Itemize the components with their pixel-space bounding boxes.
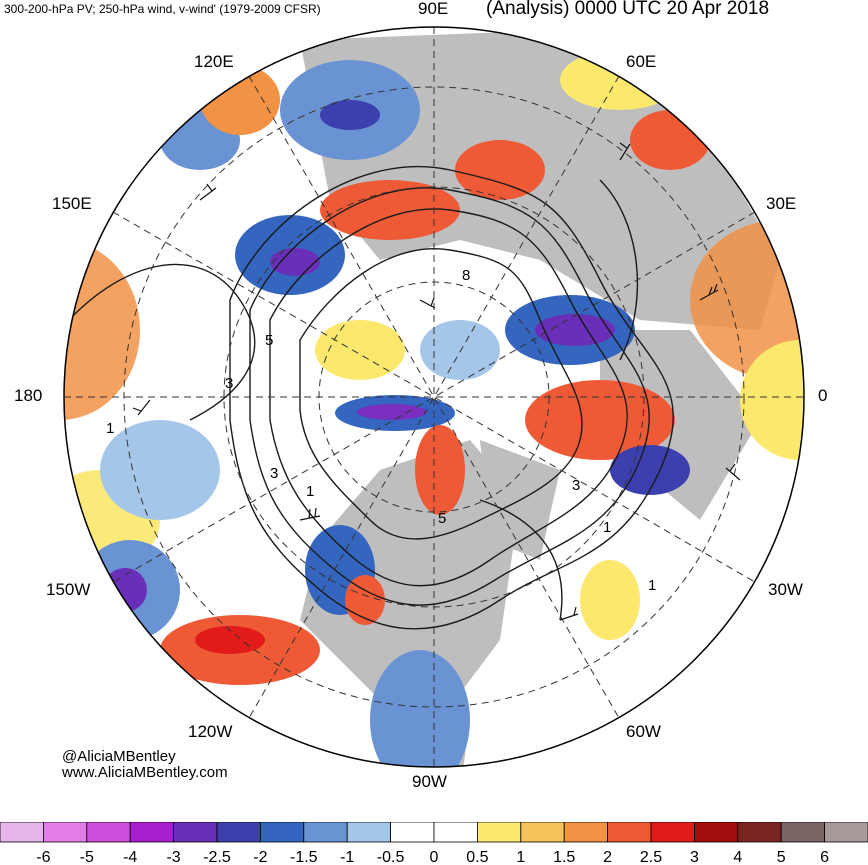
lon-label-120w: 120W — [188, 722, 233, 741]
colorbar-swatch — [43, 822, 88, 843]
colorbar-tick-label: -2.5 — [203, 849, 231, 865]
lon-label-60w: 60W — [626, 722, 661, 741]
contour-label: 1 — [648, 577, 656, 594]
contour-label: 1 — [306, 483, 314, 500]
colorbar-swatch — [476, 822, 522, 843]
colorbar-tick-label: 2.5 — [640, 849, 662, 865]
lon-label-150e: 150E — [52, 194, 92, 213]
colorbar-swatch — [216, 822, 261, 843]
colorbar-swatch — [0, 822, 44, 843]
colorbar-swatch — [86, 822, 131, 843]
colorbar-tick-label: 4 — [733, 849, 742, 865]
author-handle: @AliciaMBentley — [62, 748, 176, 765]
contour-label: 8 — [462, 267, 470, 284]
figure-subtitle: 300-200-hPa PV; 250-hPa wind, v-wind' (1… — [4, 2, 321, 16]
contour-label: 5 — [438, 510, 446, 527]
polar-stereographic-map: 5 3 1 8 3 5 1 1 3 1 — [63, 26, 805, 768]
contour-label: 1 — [603, 519, 611, 536]
colorbar-tick-label: -0.5 — [377, 849, 405, 865]
lon-label-60e: 60E — [626, 52, 657, 71]
colorbar-tick-label: -3 — [166, 849, 180, 865]
lon-label-150w: 150W — [46, 580, 91, 599]
contour-label: 5 — [265, 332, 273, 349]
colorbar-tick-label: -6 — [36, 849, 50, 865]
contour-label: 3 — [225, 375, 233, 392]
contour-label: 3 — [572, 477, 580, 494]
colorbar-tick-label: 1.5 — [553, 849, 575, 865]
colorbar-tick-label: 3 — [690, 849, 699, 865]
colorbar-tick-label: 1 — [516, 849, 525, 865]
colorbar-swatch — [173, 822, 218, 843]
colorbar: -6 -5 -4 -3 -2.5 -2 -1.5 -1 -0.5 0 0.5 1 1.5 2 2.5 3 4 5 6 — [0, 822, 868, 865]
author-website: www.AliciaMBentley.com — [62, 764, 228, 781]
contour-label: 3 — [270, 465, 278, 482]
colorbar-tick-label: -1 — [340, 849, 354, 865]
contour-label: 1 — [106, 420, 114, 437]
lon-label-30w: 30W — [768, 580, 803, 599]
colorbar-swatch — [129, 822, 174, 843]
colorbar-swatch — [390, 822, 435, 843]
colorbar-swatch — [824, 822, 868, 843]
lon-label-90e: 90E — [418, 0, 449, 18]
colorbar-tick-label: 0.5 — [466, 849, 488, 865]
colorbar-tick-label: 6 — [820, 849, 829, 865]
colorbar-tick-label: 5 — [777, 849, 786, 865]
colorbar-swatch — [346, 822, 392, 843]
colorbar-swatch — [650, 822, 695, 843]
lon-label-0: 0 — [818, 386, 828, 405]
lon-label-180: 180 — [14, 386, 43, 405]
colorbar-tick-label: -1.5 — [290, 849, 318, 865]
colorbar-swatch — [694, 822, 739, 843]
map-border — [63, 26, 805, 768]
colorbar-swatch — [259, 822, 305, 843]
pv-anomaly-fills — [64, 50, 804, 767]
colorbar-tick-label: 0 — [430, 849, 439, 865]
lon-label-90w: 90W — [412, 772, 447, 791]
colorbar-swatch — [780, 822, 826, 843]
colorbar-swatch — [303, 822, 348, 843]
colorbar-swatch — [433, 822, 478, 843]
colorbar-tick-label: -4 — [123, 849, 137, 865]
colorbar-swatch — [520, 822, 565, 843]
lon-label-30e: 30E — [766, 194, 797, 213]
colorbar-tick-label: -5 — [80, 849, 94, 865]
colorbar-tick-label: 2 — [603, 849, 612, 865]
colorbar-swatch — [563, 822, 609, 843]
colorbar-swatch — [607, 822, 652, 843]
colorbar-tick-label: -2 — [253, 849, 267, 865]
colorbar-swatch — [737, 822, 782, 843]
lon-label-120e: 120E — [194, 52, 234, 71]
wind-barbs — [132, 142, 741, 621]
analysis-time-title: (Analysis) 0000 UTC 20 Apr 2018 — [486, 0, 770, 19]
meridian-lines — [64, 27, 804, 767]
